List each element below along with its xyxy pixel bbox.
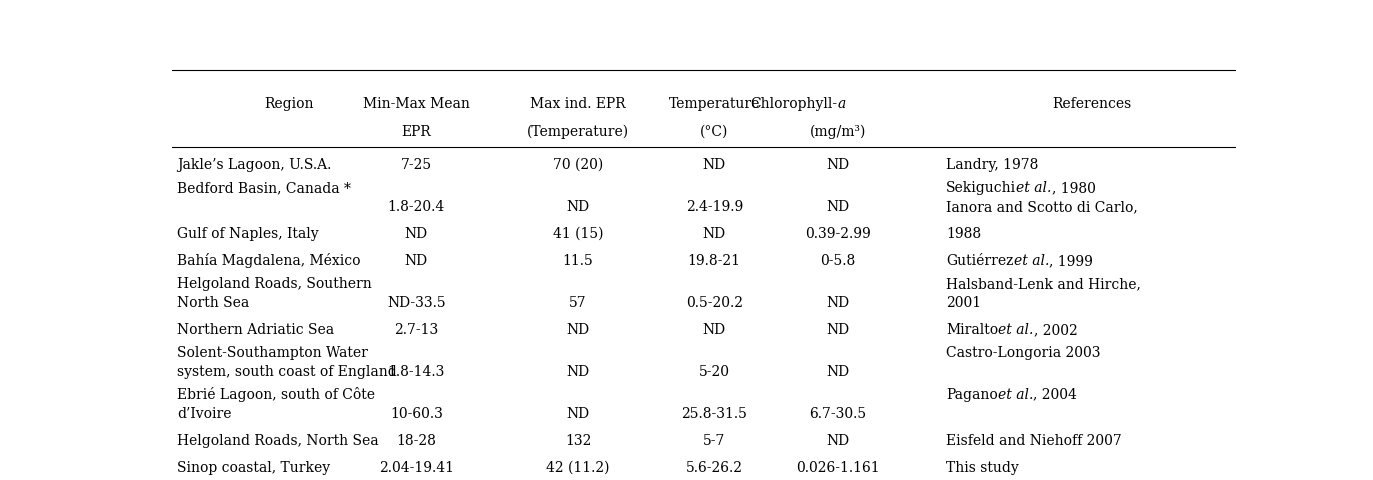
Text: Landry, 1978: Landry, 1978 <box>946 157 1038 171</box>
Text: 2.04-19.41: 2.04-19.41 <box>379 460 454 474</box>
Text: Helgoland Roads, North Sea: Helgoland Roads, North Sea <box>177 433 379 447</box>
Text: a: a <box>838 97 846 111</box>
Text: 18-28: 18-28 <box>397 433 437 447</box>
Text: Solent-Southampton Water: Solent-Southampton Water <box>177 345 368 359</box>
Text: ND: ND <box>567 364 589 378</box>
Text: ND: ND <box>827 364 850 378</box>
Text: system, south coast of England: system, south coast of England <box>177 364 397 378</box>
Text: 5-7: 5-7 <box>703 433 725 447</box>
Text: ND: ND <box>405 253 428 267</box>
Text: , 2004: , 2004 <box>1034 387 1078 401</box>
Text: 5.6-26.2: 5.6-26.2 <box>685 460 743 474</box>
Text: References: References <box>1053 97 1131 111</box>
Text: Northern Adriatic Sea: Northern Adriatic Sea <box>177 322 334 336</box>
Text: Helgoland Roads, Southern: Helgoland Roads, Southern <box>177 276 372 290</box>
Text: et al.: et al. <box>998 387 1034 401</box>
Text: Pagano: Pagano <box>946 387 998 401</box>
Text: 25.8-31.5: 25.8-31.5 <box>681 406 747 420</box>
Text: ND: ND <box>827 157 850 171</box>
Text: 10-60.3: 10-60.3 <box>390 406 443 420</box>
Text: 41 (15): 41 (15) <box>553 227 603 240</box>
Text: Bahía Magdalena, México: Bahía Magdalena, México <box>177 253 361 268</box>
Text: Gutiérrez: Gutiérrez <box>946 253 1013 267</box>
Text: ND: ND <box>827 433 850 447</box>
Text: North Sea: North Sea <box>177 295 249 309</box>
Text: Region: Region <box>264 97 313 111</box>
Text: ND: ND <box>567 406 589 420</box>
Text: 0.026-1.161: 0.026-1.161 <box>796 460 880 474</box>
Text: 2.4-19.9: 2.4-19.9 <box>685 199 743 214</box>
Text: 6.7-30.5: 6.7-30.5 <box>809 406 866 420</box>
Text: 0.5-20.2: 0.5-20.2 <box>685 295 743 309</box>
Text: 70 (20): 70 (20) <box>553 157 603 171</box>
Text: ND: ND <box>827 295 850 309</box>
Text: Sekiguchi: Sekiguchi <box>946 180 1016 194</box>
Text: Eisfeld and Niehoff 2007: Eisfeld and Niehoff 2007 <box>946 433 1122 447</box>
Text: Gulf of Naples, Italy: Gulf of Naples, Italy <box>177 227 319 240</box>
Text: et al.: et al. <box>1016 180 1052 194</box>
Text: ND: ND <box>827 199 850 214</box>
Text: Halsband-Lenk and Hirche,: Halsband-Lenk and Hirche, <box>946 276 1141 290</box>
Text: (Temperature): (Temperature) <box>527 124 629 139</box>
Text: , 1980: , 1980 <box>1052 180 1096 194</box>
Text: (mg/m³): (mg/m³) <box>810 124 866 139</box>
Text: Ebrié Lagoon, south of Côte: Ebrié Lagoon, south of Côte <box>177 386 375 401</box>
Text: 0-5.8: 0-5.8 <box>820 253 855 267</box>
Text: 19.8-21: 19.8-21 <box>688 253 741 267</box>
Text: 132: 132 <box>564 433 592 447</box>
Text: 1988: 1988 <box>946 227 982 240</box>
Text: , 2002: , 2002 <box>1034 322 1078 336</box>
Text: 11.5: 11.5 <box>563 253 593 267</box>
Text: ND: ND <box>827 322 850 336</box>
Text: 2.7-13: 2.7-13 <box>394 322 438 336</box>
Text: Miralto: Miralto <box>946 322 998 336</box>
Text: ND: ND <box>703 157 726 171</box>
Text: Bedford Basin, Canada *: Bedford Basin, Canada * <box>177 180 351 194</box>
Text: Jakle’s Lagoon, U.S.A.: Jakle’s Lagoon, U.S.A. <box>177 157 331 171</box>
Text: 1.8-14.3: 1.8-14.3 <box>387 364 445 378</box>
Text: ND: ND <box>405 227 428 240</box>
Text: (°C): (°C) <box>700 124 729 139</box>
Text: EPR: EPR <box>401 124 431 139</box>
Text: Chlorophyll-: Chlorophyll- <box>751 97 838 111</box>
Text: Sinop coastal, Turkey: Sinop coastal, Turkey <box>177 460 330 474</box>
Text: 1.8-20.4: 1.8-20.4 <box>387 199 445 214</box>
Text: d’Ivoire: d’Ivoire <box>177 406 232 420</box>
Text: et al.: et al. <box>1013 253 1049 267</box>
Text: ND-33.5: ND-33.5 <box>387 295 446 309</box>
Text: ND: ND <box>567 199 589 214</box>
Text: 42 (11.2): 42 (11.2) <box>546 460 610 474</box>
Text: This study: This study <box>946 460 1019 474</box>
Text: Max ind. EPR: Max ind. EPR <box>530 97 626 111</box>
Text: 5-20: 5-20 <box>699 364 730 378</box>
Text: 7-25: 7-25 <box>401 157 432 171</box>
Text: Min-Max Mean: Min-Max Mean <box>362 97 470 111</box>
Text: et al.: et al. <box>998 322 1034 336</box>
Text: Temperature: Temperature <box>669 97 761 111</box>
Text: Ianora and Scotto di Carlo,: Ianora and Scotto di Carlo, <box>946 199 1138 214</box>
Text: ND: ND <box>703 227 726 240</box>
Text: Castro-Longoria 2003: Castro-Longoria 2003 <box>946 345 1101 359</box>
Text: ND: ND <box>703 322 726 336</box>
Text: 0.39-2.99: 0.39-2.99 <box>805 227 870 240</box>
Text: 2001: 2001 <box>946 295 982 309</box>
Text: , 1999: , 1999 <box>1049 253 1093 267</box>
Text: ND: ND <box>567 322 589 336</box>
Text: 57: 57 <box>570 295 586 309</box>
